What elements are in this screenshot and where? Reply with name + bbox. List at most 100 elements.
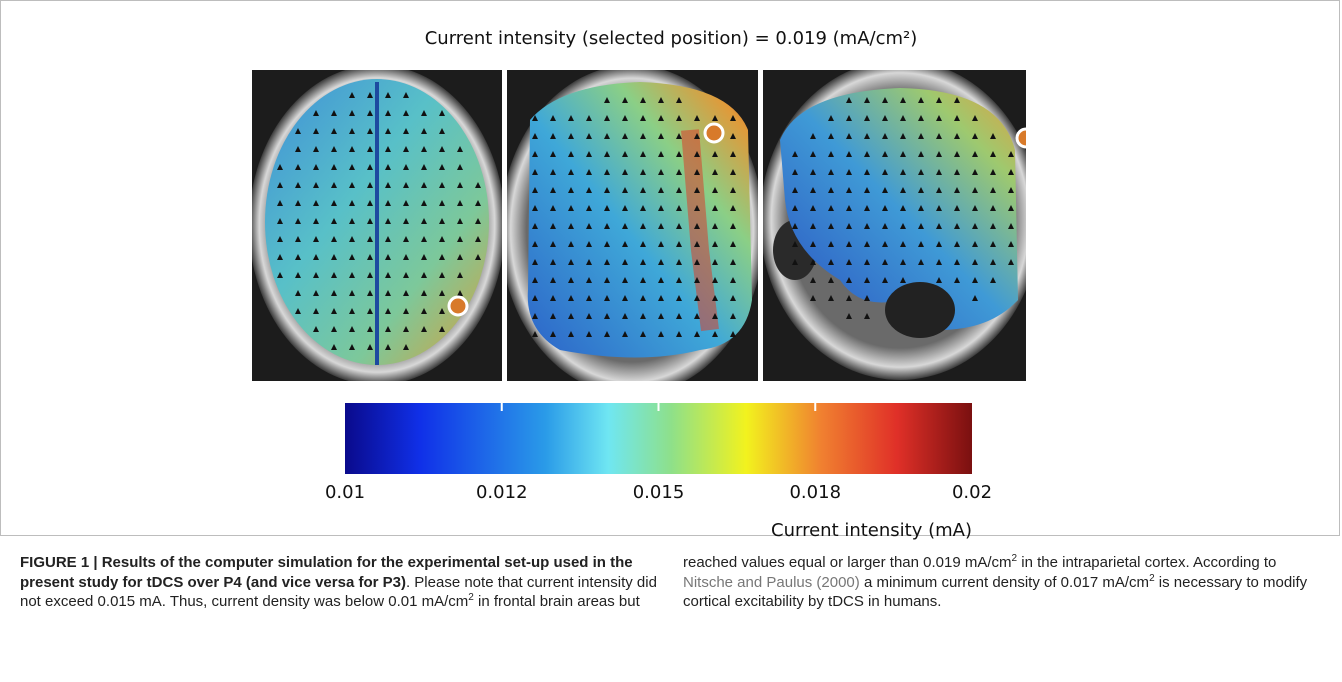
grid-marker [295,164,301,170]
grid-marker [331,164,337,170]
grid-marker [439,326,445,332]
grid-marker [676,133,682,139]
grid-marker [846,223,852,229]
grid-marker [640,97,646,103]
grid-marker [918,151,924,157]
grid-marker [954,205,960,211]
grid-marker [640,187,646,193]
grid-marker [694,133,700,139]
grid-marker [972,295,978,301]
grid-marker [846,313,852,319]
grid-marker [385,92,391,98]
grid-marker [367,308,373,314]
grid-marker [676,151,682,157]
grid-marker [313,164,319,170]
grid-marker [295,146,301,152]
grid-marker [439,200,445,206]
grid-marker [676,97,682,103]
grid-marker [882,133,888,139]
grid-marker [568,295,574,301]
grid-marker [604,187,610,193]
grid-marker [349,344,355,350]
citation-link[interactable]: Nitsche and Paulus (2000) [683,573,860,591]
grid-marker [295,290,301,296]
grid-marker [622,169,628,175]
grid-marker [604,277,610,283]
grid-marker [568,313,574,319]
grid-marker [385,236,391,242]
grid-marker [313,128,319,134]
grid-marker [810,169,816,175]
grid-marker [385,182,391,188]
grid-marker [936,187,942,193]
grid-marker [828,205,834,211]
grid-marker [457,164,463,170]
grid-marker [900,169,906,175]
grid-marker [586,205,592,211]
grid-marker [586,331,592,337]
colorbar-tick-label: 0.015 [633,482,685,503]
grid-marker [918,133,924,139]
grid-marker [403,272,409,278]
grid-marker [730,331,736,337]
grid-marker [532,169,538,175]
grid-marker [604,331,610,337]
grid-marker [900,259,906,265]
grid-marker [882,277,888,283]
grid-marker [864,97,870,103]
grid-marker [900,205,906,211]
grid-marker [972,259,978,265]
grid-marker [792,169,798,175]
grid-marker [640,133,646,139]
grid-marker [712,223,718,229]
grid-marker [918,259,924,265]
grid-marker [550,205,556,211]
grid-marker [532,151,538,157]
grid-marker [1008,205,1014,211]
grid-marker [604,241,610,247]
grid-marker [954,169,960,175]
grid-marker [550,223,556,229]
grid-marker [846,169,852,175]
grid-marker [972,187,978,193]
grid-marker [810,223,816,229]
grid-marker [918,223,924,229]
grid-marker [658,187,664,193]
grid-marker [810,241,816,247]
grid-marker [730,223,736,229]
grid-marker [295,308,301,314]
grid-marker [658,331,664,337]
grid-marker [900,115,906,121]
grid-marker [385,110,391,116]
grid-marker [439,218,445,224]
grid-marker [658,169,664,175]
grid-marker [385,308,391,314]
grid-marker [658,259,664,265]
grid-marker [532,187,538,193]
grid-marker [313,218,319,224]
grid-marker [918,187,924,193]
grid-marker [954,133,960,139]
grid-marker [864,241,870,247]
grid-marker [385,200,391,206]
grid-marker [792,205,798,211]
grid-marker [730,241,736,247]
grid-marker [918,115,924,121]
grid-marker [900,133,906,139]
caption-text: a minimum current density of 0.017 mA/cm [859,573,1150,591]
grid-marker [313,308,319,314]
grid-marker [864,277,870,283]
grid-marker [846,259,852,265]
grid-marker [694,259,700,265]
grid-marker [730,169,736,175]
grid-marker [828,151,834,157]
grid-marker [1008,169,1014,175]
grid-marker [421,272,427,278]
grid-marker [331,236,337,242]
grid-marker [403,326,409,332]
grid-marker [367,218,373,224]
grid-marker [550,259,556,265]
grid-marker [640,241,646,247]
grid-marker [367,128,373,134]
grid-marker [622,205,628,211]
